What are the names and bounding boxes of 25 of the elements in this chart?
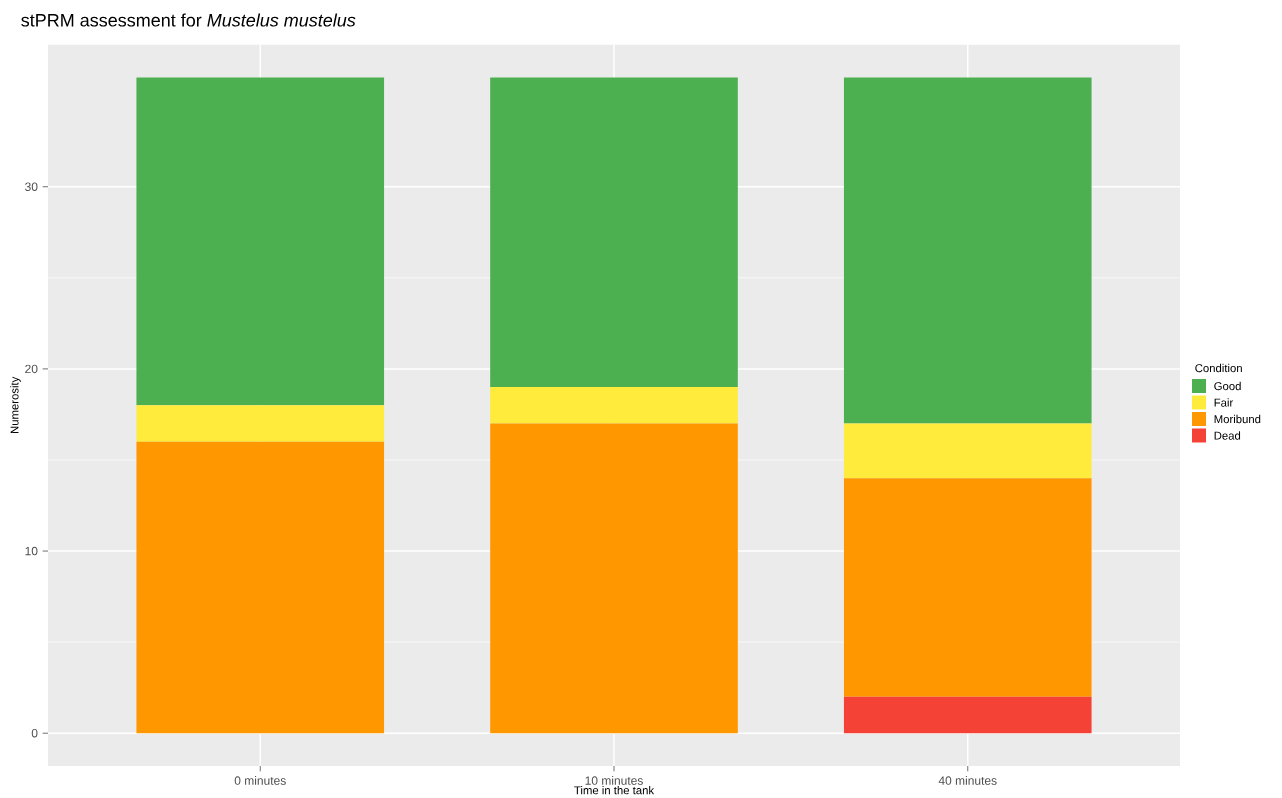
bar: [136, 405, 385, 442]
bar: [490, 423, 738, 734]
x-tick-label: 40 minutes: [938, 776, 997, 785]
legend-label: Dead: [1214, 431, 1241, 440]
y-tick-label: 10: [25, 546, 38, 556]
chart-title: stPRM assessment for Mustelus mustelus: [21, 13, 356, 27]
y-tick-label: 0: [31, 728, 38, 738]
bar: [136, 77, 385, 406]
bar: [843, 423, 1092, 479]
legend-label: Good: [1214, 381, 1241, 391]
y-axis-title: Numerosity: [10, 376, 21, 434]
legend-title: Condition: [1195, 363, 1242, 373]
bar: [843, 696, 1092, 734]
legend-label: Fair: [1214, 398, 1234, 407]
x-axis-title: Time in the tank: [574, 786, 655, 795]
bar: [843, 77, 1092, 424]
legend-label: Moribund: [1214, 414, 1261, 424]
y-tick-label: 20: [25, 364, 38, 374]
x-tick-label: 0 minutes: [234, 776, 286, 785]
x-tick-label: 10 minutes: [585, 776, 643, 785]
bar: [843, 478, 1092, 697]
bar: [490, 77, 738, 388]
y-tick-label: 30: [25, 182, 38, 191]
bar: [136, 441, 385, 734]
bar: [490, 387, 738, 424]
